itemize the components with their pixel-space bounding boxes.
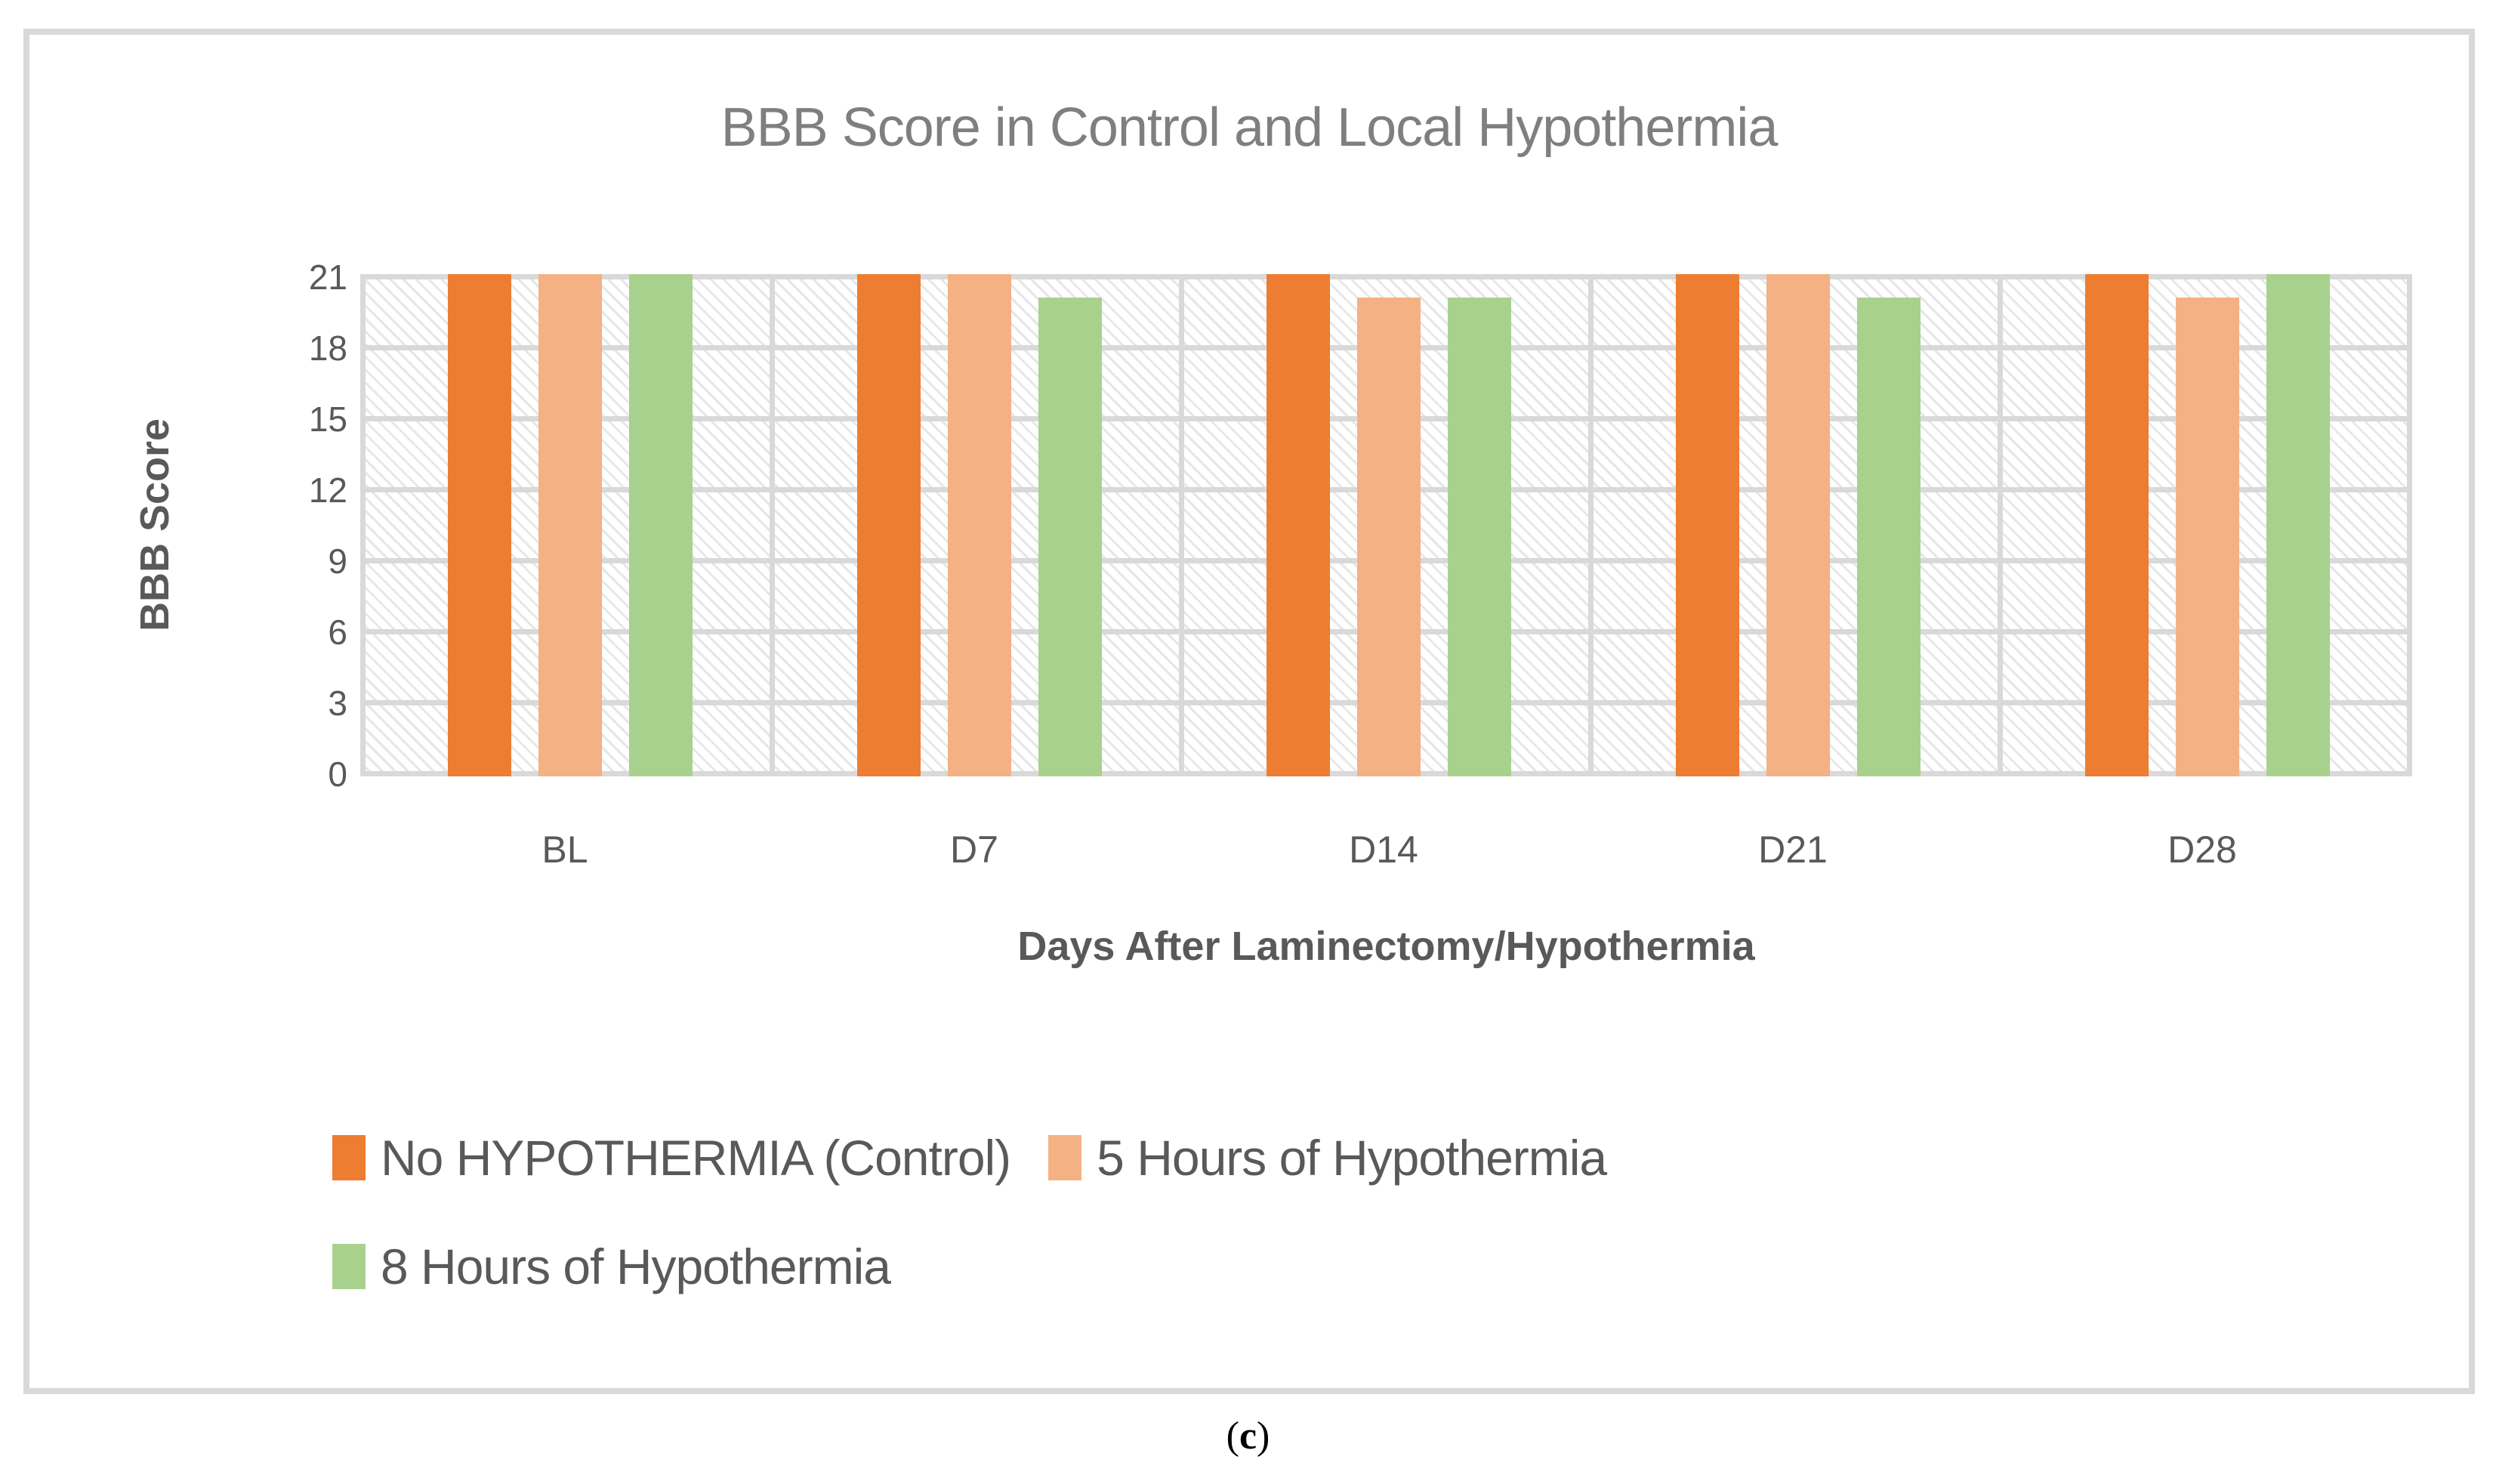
- x-axis-title: Days After Laminectomy/Hypothermia: [1017, 924, 1755, 969]
- legend-swatch-control: [332, 1135, 366, 1180]
- y-tick-label: 0: [328, 754, 347, 794]
- x-axis-label-D28: D28: [2167, 828, 2237, 871]
- legend-swatch-5-hours: [1048, 1135, 1082, 1180]
- caption-close-paren: ): [1257, 1415, 1270, 1458]
- legend-label-5-hours: 5 Hours of Hypothermia: [1097, 1130, 1607, 1186]
- caption-open-paren: (: [1226, 1415, 1239, 1458]
- y-tick-label: 9: [328, 541, 347, 581]
- bar: [1448, 298, 1511, 776]
- y-tick-label: 3: [328, 683, 347, 723]
- y-tick-label: 6: [328, 612, 347, 652]
- x-axis-label-D14: D14: [1349, 828, 1418, 871]
- bar-group-BL: [360, 274, 770, 776]
- y-axis-ticks: 21 18 15 12 9 6 3 0: [113, 258, 347, 794]
- bar: [1857, 298, 1921, 776]
- bar: [2176, 298, 2239, 776]
- legend-label-control: No HYPOTHERMIA (Control): [381, 1130, 1011, 1186]
- bar: [1676, 274, 1739, 776]
- bar: [448, 274, 511, 776]
- bar: [2085, 274, 2149, 776]
- bar: [1357, 298, 1421, 776]
- x-axis-label-BL: BL: [541, 828, 588, 871]
- legend-row-1: No HYPOTHERMIA (Control) 5 Hours of Hypo…: [332, 1129, 2371, 1186]
- bar: [857, 274, 921, 776]
- bar: [2266, 274, 2330, 776]
- bar: [1766, 274, 1830, 776]
- y-tick-label: 21: [308, 258, 347, 297]
- chart-title: BBB Score in Control and Local Hypotherm…: [720, 97, 1779, 158]
- bar-group-D7: [770, 274, 1179, 776]
- bar: [629, 274, 693, 776]
- bar: [948, 274, 1011, 776]
- x-axis-label-D7: D7: [950, 828, 998, 871]
- legend: No HYPOTHERMIA (Control) 5 Hours of Hypo…: [332, 1129, 2371, 1347]
- bar-group-D21: [1588, 274, 1998, 776]
- legend-swatch-8-hours: [332, 1244, 366, 1289]
- legend-label-8-hours: 8 Hours of Hypothermia: [381, 1239, 891, 1294]
- bar-group-D28: [1998, 274, 2407, 776]
- legend-row-2: 8 Hours of Hypothermia: [332, 1238, 2371, 1295]
- legend-item-5-hours: 5 Hours of Hypothermia: [1048, 1129, 1607, 1186]
- x-axis-labels: BL D7 D14 D21 D28: [360, 828, 2412, 881]
- caption-letter: c: [1239, 1415, 1257, 1458]
- bar: [1038, 298, 1102, 776]
- y-tick-label: 15: [308, 400, 347, 439]
- plot-area: [360, 274, 2412, 776]
- bar: [538, 274, 602, 776]
- legend-item-8-hours: 8 Hours of Hypothermia: [332, 1238, 891, 1295]
- bar: [1267, 274, 1330, 776]
- bar-group-D14: [1179, 274, 1588, 776]
- x-axis-label-D21: D21: [1758, 828, 1828, 871]
- y-tick-label: 18: [308, 329, 347, 368]
- figure-caption: (c): [0, 1414, 2496, 1458]
- legend-item-control: No HYPOTHERMIA (Control): [332, 1129, 1011, 1186]
- y-tick-label: 12: [308, 470, 347, 510]
